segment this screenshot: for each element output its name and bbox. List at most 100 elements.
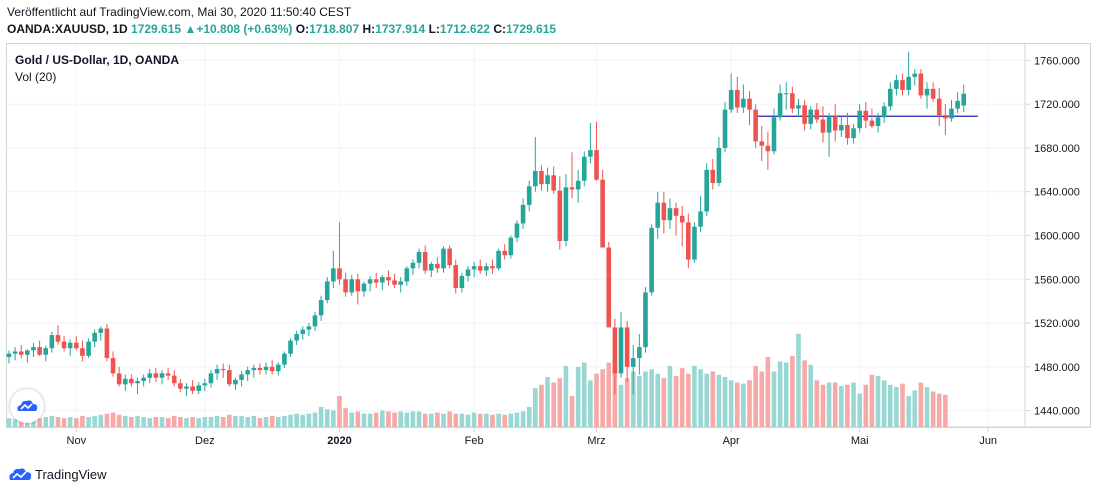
candle-body [832, 116, 838, 131]
volume-bar [380, 410, 385, 427]
candle-body [37, 347, 42, 355]
volume-bar [367, 413, 373, 427]
candle-body [710, 169, 716, 183]
volume-bar [508, 413, 514, 427]
footer-brand-text: TradingView [35, 466, 107, 482]
candle-body [465, 269, 471, 276]
candle-body [881, 106, 887, 118]
candle-body [692, 226, 697, 260]
candle-body [318, 300, 324, 316]
tradingview-logo-icon [9, 468, 32, 480]
symbol-label[interactable]: OANDA:XAUUSD, 1D [7, 22, 128, 36]
candle-body [171, 375, 177, 384]
candle-body [594, 150, 599, 180]
candle-body [686, 222, 691, 260]
volume-bar [129, 417, 134, 427]
volume-bar [337, 395, 342, 427]
candle-body [930, 88, 936, 99]
volume-bar [643, 371, 648, 427]
volume-bar [802, 360, 807, 427]
candle-body [618, 327, 624, 374]
volume-bar [269, 415, 275, 427]
series-legend[interactable]: Gold / US-Dollar, 1D, OANDA [15, 53, 180, 67]
candle-body [343, 279, 348, 293]
y-tick-label: 1680.000 [1034, 143, 1080, 155]
volume-bar [86, 417, 91, 427]
candle-body [918, 73, 924, 96]
volume-bar [147, 418, 153, 427]
volume-bar [539, 384, 544, 427]
candle-body [814, 109, 820, 120]
candle-body [92, 332, 97, 342]
candle-body [55, 335, 61, 342]
volume-bar [851, 382, 856, 427]
volume-bar [747, 380, 752, 427]
volume-bar [410, 411, 416, 427]
candle-body [74, 342, 79, 349]
candle-body [630, 358, 636, 367]
volume-bar [300, 414, 306, 427]
volume-bar [753, 365, 758, 427]
candle-body [422, 251, 428, 271]
x-tick-label: Mai [851, 435, 869, 447]
volume-bar [520, 411, 526, 427]
volume-bar [912, 390, 918, 427]
volume-bar [606, 362, 612, 427]
candle-body [349, 279, 355, 293]
volume-bar [600, 369, 605, 427]
candle-body [67, 342, 73, 349]
candle-body [624, 327, 630, 367]
candle-body [563, 187, 569, 241]
candle-body [863, 110, 869, 121]
candle-body [306, 326, 312, 330]
candle-body [86, 341, 91, 356]
candle-body [416, 251, 422, 263]
volume-bar [361, 413, 367, 427]
low-label: L: [428, 22, 440, 36]
candle-body [496, 250, 501, 269]
y-tick-label: 1640.000 [1034, 187, 1080, 199]
candle-body [539, 170, 544, 185]
candle-body [887, 88, 893, 107]
volume-bar [759, 371, 765, 427]
candle-body [808, 109, 814, 124]
volume-bar [416, 411, 422, 427]
volume-bar [184, 418, 189, 427]
candlestick-chart[interactable]: 1440.000 1480.000 1520.000 1560.000 1600.000… [0, 0, 1100, 464]
candle-body [18, 351, 24, 355]
volume-bar [588, 380, 593, 427]
candle-body [526, 186, 532, 205]
volume-bar [282, 415, 287, 427]
footer-brand[interactable]: TradingView [8, 464, 107, 484]
candle-body [178, 383, 183, 389]
volume-bar [49, 415, 55, 427]
volume-bar [141, 417, 146, 427]
volume-bar [37, 418, 42, 427]
volume-bar [12, 419, 18, 427]
y-tick-label: 1480.000 [1034, 362, 1080, 374]
volume-bar [698, 369, 703, 427]
volume-bar [924, 387, 930, 427]
candle-body [227, 370, 232, 385]
volume-bar [887, 384, 893, 427]
volume-bar [80, 415, 85, 427]
candle-body [949, 108, 954, 119]
volume-legend[interactable]: Vol (20) [15, 70, 57, 84]
candle-body [110, 358, 116, 374]
candle-body [955, 100, 960, 109]
volume-bar [43, 417, 49, 427]
candle-body [269, 366, 275, 372]
candle-body [214, 369, 220, 374]
volume-bar [649, 369, 654, 427]
volume-bar [637, 375, 642, 427]
volume-bar [943, 394, 948, 427]
candle-body [361, 283, 367, 292]
candle-body [49, 335, 55, 349]
candle-body [961, 93, 967, 106]
tradingview-mini-logo[interactable] [10, 389, 44, 423]
volume-bar [343, 408, 348, 427]
candle-body [777, 93, 783, 118]
volume-bar [869, 374, 875, 427]
volume-bar [765, 357, 771, 427]
candle-body [839, 124, 844, 131]
